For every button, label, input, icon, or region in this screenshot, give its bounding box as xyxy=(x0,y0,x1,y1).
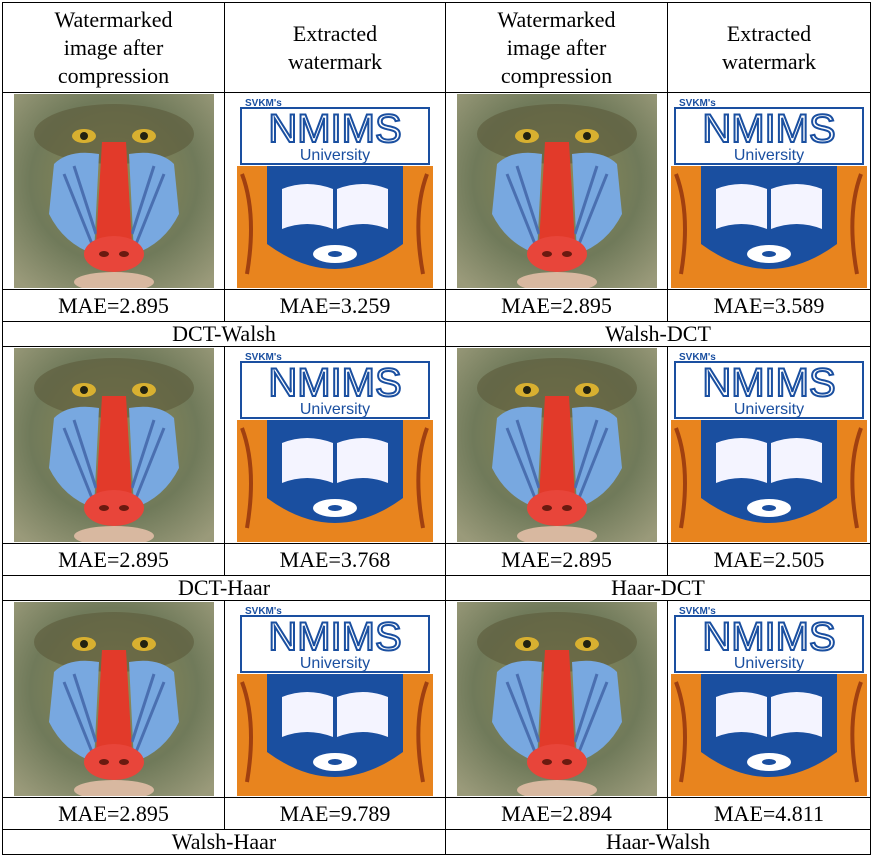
method-label: DCT-Walsh xyxy=(2,321,446,347)
method-label: Walsh-Haar xyxy=(2,829,446,855)
image-cell: SVKM's NMIMS University xyxy=(667,600,871,798)
logo-org: SVKM's xyxy=(679,352,716,363)
image-cell: SVKM's NMIMS University xyxy=(667,346,871,544)
mae-cell: MAE=3.768 xyxy=(224,543,446,576)
mandrill-image xyxy=(13,94,214,288)
header-cell: Watermarked image after compression xyxy=(2,2,225,93)
logo-name: NMIMS xyxy=(268,107,401,151)
method-label: Walsh-DCT xyxy=(445,321,871,347)
label-row: Walsh-Haar Haar-Walsh xyxy=(2,829,871,855)
logo-sub: University xyxy=(300,147,370,164)
logo-name: NMIMS xyxy=(702,107,835,151)
mae-cell: MAE=3.589 xyxy=(667,289,871,322)
method-label: Haar-Walsh xyxy=(445,829,871,855)
mae-cell: MAE=2.894 xyxy=(445,797,668,830)
logo-name: NMIMS xyxy=(268,361,401,405)
image-row: SVKM's NMIMS University SVKM's NMIMS Uni… xyxy=(2,346,871,544)
image-cell xyxy=(2,346,225,544)
mae-cell: MAE=2.895 xyxy=(2,543,225,576)
logo-org: SVKM's xyxy=(245,98,282,109)
watermark-logo: SVKM's NMIMS University xyxy=(671,94,867,288)
image-cell xyxy=(445,346,668,544)
image-cell: SVKM's NMIMS University xyxy=(224,92,446,290)
header-row: Watermarked image after compression Extr… xyxy=(2,2,871,93)
image-cell xyxy=(2,92,225,290)
image-row: SVKM's NMIMS University SVKM's NMIMS Uni… xyxy=(2,92,871,290)
mae-cell: MAE=4.811 xyxy=(667,797,871,830)
image-cell: SVKM's NMIMS University xyxy=(667,92,871,290)
watermark-logo: SVKM's NMIMS University xyxy=(671,348,867,542)
mandrill-image xyxy=(456,602,657,796)
mae-row: MAE=2.895 MAE=9.789 MAE=2.894 MAE=4.811 xyxy=(2,797,871,830)
watermark-logo: SVKM's NMIMS University xyxy=(237,348,433,542)
mae-cell: MAE=9.789 xyxy=(224,797,446,830)
method-label: Haar-DCT xyxy=(445,575,871,601)
header-cell: Extracted watermark xyxy=(224,2,446,93)
mandrill-image xyxy=(13,348,214,542)
mae-row: MAE=2.895 MAE=3.259 MAE=2.895 MAE=3.589 xyxy=(2,289,871,322)
watermark-logo: SVKM's NMIMS University xyxy=(671,602,867,796)
image-row: SVKM's NMIMS University SVKM's NMIMS Uni… xyxy=(2,600,871,798)
logo-sub: University xyxy=(734,655,804,672)
header-text: Extracted watermark xyxy=(287,20,383,74)
header-cell: Extracted watermark xyxy=(667,2,871,93)
mae-cell: MAE=2.895 xyxy=(445,289,668,322)
image-cell xyxy=(445,92,668,290)
logo-sub: University xyxy=(300,401,370,418)
image-cell: SVKM's NMIMS University xyxy=(224,600,446,798)
mae-cell: MAE=2.895 xyxy=(2,289,225,322)
image-cell xyxy=(445,600,668,798)
logo-name: NMIMS xyxy=(268,615,401,659)
header-text: Watermarked image after compression xyxy=(54,6,173,88)
logo-sub: University xyxy=(300,655,370,672)
label-row: DCT-Walsh Walsh-DCT xyxy=(2,321,871,347)
label-row: DCT-Haar Haar-DCT xyxy=(2,575,871,601)
logo-org: SVKM's xyxy=(245,352,282,363)
logo-sub: University xyxy=(734,147,804,164)
mandrill-image xyxy=(13,602,214,796)
mae-row: MAE=2.895 MAE=3.768 MAE=2.895 MAE=2.505 xyxy=(2,543,871,576)
header-cell: Watermarked image after compression xyxy=(445,2,668,93)
mae-cell: MAE=2.895 xyxy=(2,797,225,830)
logo-org: SVKM's xyxy=(679,606,716,617)
logo-org: SVKM's xyxy=(679,98,716,109)
method-label: DCT-Haar xyxy=(2,575,446,601)
mae-cell: MAE=2.895 xyxy=(445,543,668,576)
mandrill-image xyxy=(456,348,657,542)
mandrill-image xyxy=(456,94,657,288)
logo-org: SVKM's xyxy=(245,606,282,617)
header-text: Extracted watermark xyxy=(721,20,817,74)
logo-sub: University xyxy=(734,401,804,418)
watermark-logo: SVKM's NMIMS University xyxy=(237,602,433,796)
logo-name: NMIMS xyxy=(702,361,835,405)
watermark-logo: SVKM's NMIMS University xyxy=(237,94,433,288)
mae-cell: MAE=3.259 xyxy=(224,289,446,322)
image-cell: SVKM's NMIMS University xyxy=(224,346,446,544)
logo-name: NMIMS xyxy=(702,615,835,659)
header-text: Watermarked image after compression xyxy=(497,6,616,88)
mae-cell: MAE=2.505 xyxy=(667,543,871,576)
image-cell xyxy=(2,600,225,798)
